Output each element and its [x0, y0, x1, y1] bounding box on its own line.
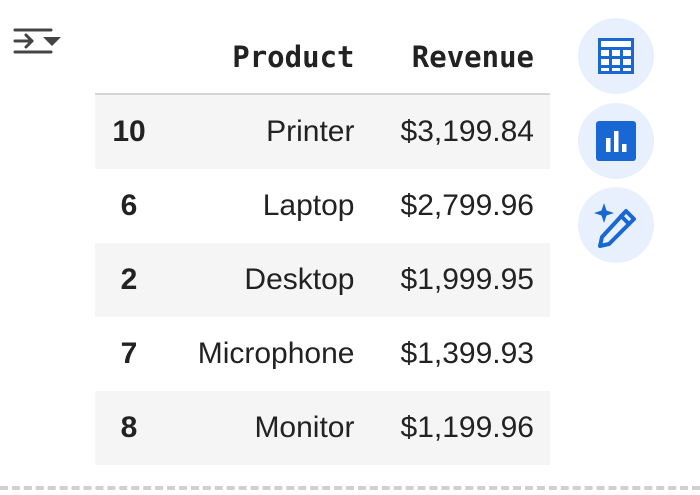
row-index: 8: [120, 411, 138, 444]
revenue-cell: $1,999.95: [400, 263, 534, 296]
product-cell: Monitor: [254, 411, 355, 444]
revenue-column-header: Revenue: [370, 20, 550, 95]
convert-to-interactive-table-button[interactable]: [578, 18, 654, 94]
output-actions-button[interactable]: [10, 22, 66, 62]
product-column-header: Product: [163, 20, 371, 95]
revenue-cell: $3,199.84: [400, 115, 534, 148]
table-row: 8 Monitor $1,199.96: [95, 391, 550, 465]
bar-chart-icon: [595, 120, 637, 162]
table-row: 7 Microphone $1,399.93: [95, 317, 550, 391]
revenue-cell: $1,399.93: [400, 337, 534, 370]
dataframe-table: Product Revenue 10 Printer $3,199.84 6 L…: [95, 20, 550, 465]
row-index: 10: [112, 115, 146, 148]
revenue-cell: $1,199.96: [400, 411, 534, 444]
suggest-charts-button[interactable]: [578, 103, 654, 179]
table-grid-icon: [596, 36, 636, 76]
revenue-cell: $2,799.96: [400, 189, 534, 222]
output-actions-icon: [10, 22, 66, 62]
table-row: 6 Laptop $2,799.96: [95, 169, 550, 243]
table-row: 2 Desktop $1,999.95: [95, 243, 550, 317]
row-index: 7: [120, 337, 138, 370]
generate-code-button[interactable]: [578, 187, 654, 263]
product-cell: Printer: [266, 115, 355, 148]
cell-divider: [0, 486, 700, 490]
row-index: 2: [120, 263, 138, 296]
row-index: 6: [120, 189, 138, 222]
table-row: 10 Printer $3,199.84: [95, 94, 550, 169]
table-header-row: Product Revenue: [95, 20, 550, 95]
product-cell: Microphone: [197, 337, 355, 370]
sparkle-pencil-icon: [591, 200, 641, 250]
product-cell: Laptop: [262, 189, 355, 222]
product-cell: Desktop: [244, 263, 355, 296]
index-header: [95, 20, 163, 95]
